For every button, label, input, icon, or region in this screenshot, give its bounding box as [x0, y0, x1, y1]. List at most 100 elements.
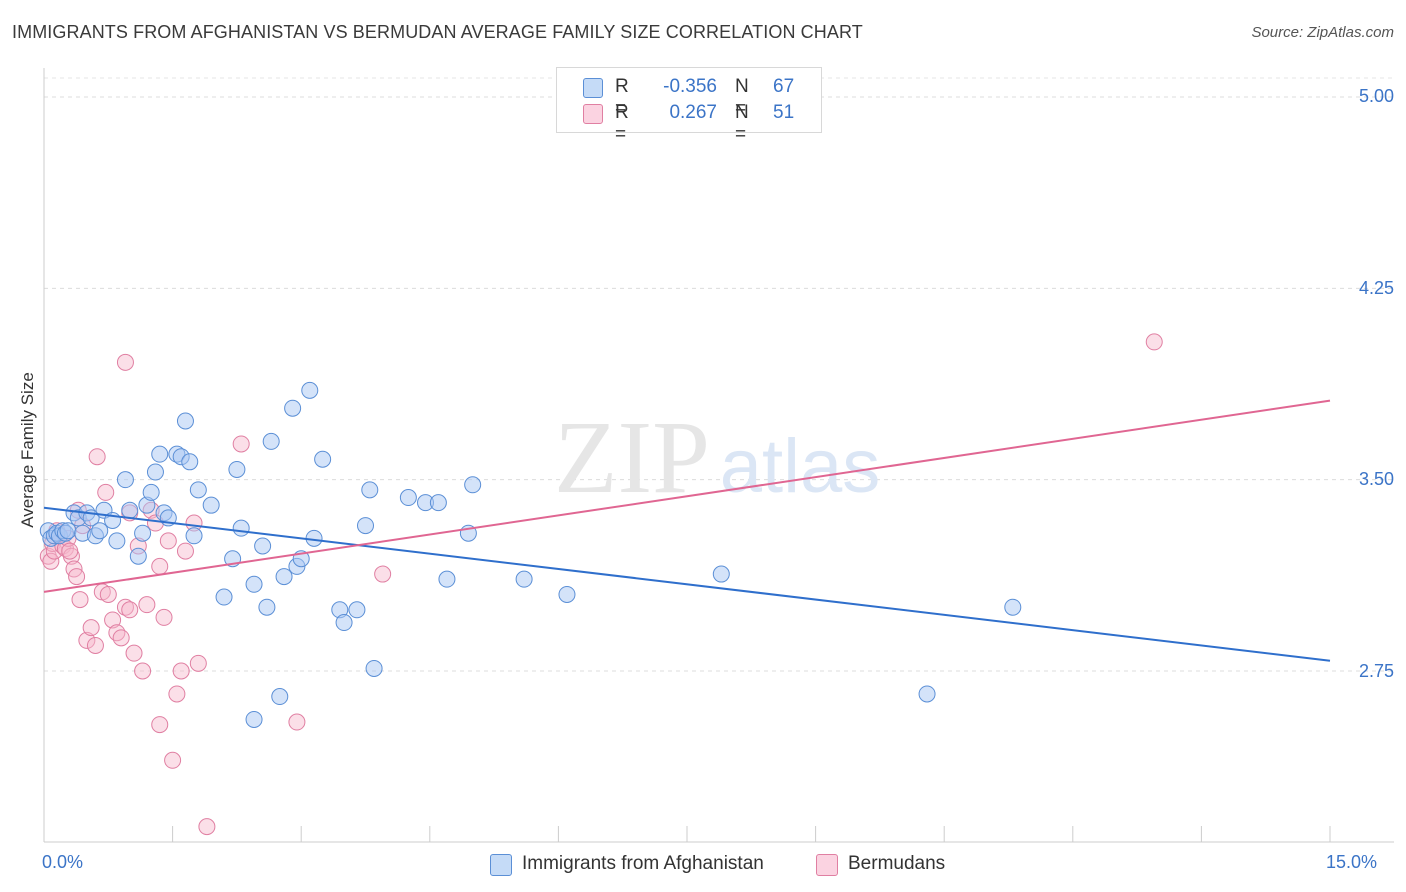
bermudans-point	[86, 636, 104, 654]
bottom-legend-label-bermudans: Bermudans	[848, 853, 946, 874]
legend-r-label: R =	[615, 76, 629, 119]
watermark-atlas: atlas	[720, 424, 881, 509]
bermudans-point	[71, 591, 89, 609]
bermudans-point	[151, 716, 169, 734]
bermudans-point	[61, 542, 79, 560]
bermudans-point	[125, 644, 143, 662]
afghanistan-point	[558, 585, 576, 603]
afghanistan-point	[335, 614, 353, 632]
afghanistan-point	[918, 685, 936, 703]
afghanistan-point	[91, 522, 109, 540]
axes	[43, 68, 1394, 843]
afghanistan-point	[181, 453, 199, 471]
afghanistan-point	[176, 412, 194, 430]
afghanistan-points	[39, 381, 1022, 728]
afghanistan-point	[151, 445, 169, 463]
x-tick-label-min: 0.0%	[42, 852, 84, 872]
afghanistan-point	[284, 399, 302, 417]
legend-swatch-afghanistan	[583, 78, 603, 98]
afghanistan-point	[185, 527, 203, 545]
source-credit: Source: ZipAtlas.com	[1251, 24, 1394, 41]
afghanistan-point	[399, 489, 417, 507]
afghanistan-point	[189, 481, 207, 499]
afghanistan-point	[361, 481, 379, 499]
bermudans-point	[138, 596, 156, 614]
bermudans-point	[172, 662, 190, 680]
bermudans-point	[232, 435, 250, 453]
bermudans-point	[159, 532, 177, 550]
afghanistan-point	[357, 517, 374, 535]
y-tick-label-3-50: 3.50	[1358, 469, 1394, 489]
bermudans-point	[176, 542, 194, 560]
legend-r-label: R =	[615, 102, 629, 145]
y-tick-label-5-00: 5.00	[1358, 86, 1394, 106]
afghanistan-point	[121, 501, 139, 519]
legend-r-value: -0.356	[663, 76, 717, 97]
afghanistan-point	[271, 688, 289, 706]
afghanistan-point	[245, 710, 263, 728]
afghanistan-point	[301, 381, 319, 399]
afghanistan-point	[515, 570, 533, 588]
bermudans-point	[104, 611, 122, 629]
correlation-legend: R = -0.356 N = 67 R = 0.267 N = 51	[556, 67, 822, 145]
legend-n-label: N =	[735, 102, 749, 145]
afghanistan-point	[245, 575, 263, 593]
legend-r-value: 0.267	[669, 102, 717, 123]
bermudans-point	[99, 585, 117, 603]
bermudans-point	[82, 619, 100, 637]
trend-lines	[43, 399, 1331, 662]
bermudans-point	[288, 713, 306, 731]
bermudans-point	[155, 608, 173, 626]
bermudans-point	[68, 568, 86, 586]
afghanistan-point	[712, 565, 730, 583]
afghanistan-point	[116, 471, 134, 489]
afghanistan-point	[262, 432, 280, 450]
bermudans-points	[39, 333, 1163, 836]
y-tick-label-2-75: 2.75	[1358, 661, 1394, 681]
bermudans-point	[116, 353, 134, 371]
bermudans-point	[78, 631, 96, 649]
legend-n-value: 51	[773, 102, 795, 123]
bermudans-point	[134, 662, 152, 680]
afghanistan-point	[348, 601, 366, 619]
afghanistan-point	[108, 532, 126, 550]
bermudans-point	[374, 565, 392, 583]
bermudans-trend-line	[43, 399, 1331, 593]
bermudans-point	[121, 601, 139, 619]
afghanistan-trend-line	[43, 506, 1331, 662]
bermudans-point	[112, 629, 130, 647]
afghanistan-point	[314, 450, 332, 468]
legend-n-label: N =	[735, 76, 749, 119]
afghanistan-point	[429, 494, 447, 512]
x-tick-label-max: 15.0%	[1326, 852, 1378, 872]
afghanistan-point	[438, 570, 456, 588]
afghanistan-point	[134, 524, 152, 542]
bottom-legend-swatch-bermudans	[816, 854, 838, 876]
bottom-legend-label-afghanistan: Immigrants from Afghanistan	[522, 853, 764, 874]
bermudans-point	[1145, 333, 1163, 351]
legend-swatch-bermudans	[583, 104, 603, 124]
afghanistan-point	[146, 463, 164, 481]
afghanistan-point	[464, 476, 482, 494]
afghanistan-point	[275, 568, 293, 586]
y-tick-label-4-25: 4.25	[1358, 278, 1394, 298]
afghanistan-point	[59, 522, 77, 540]
bermudans-point	[189, 654, 207, 672]
afghanistan-point	[142, 483, 160, 501]
bottom-legend-swatch-afghanistan	[490, 854, 512, 876]
watermark-zip: ZIP	[554, 400, 710, 515]
bermudans-point	[164, 751, 182, 769]
bermudans-point	[97, 483, 115, 501]
afghanistan-point	[215, 588, 233, 606]
bermudans-point	[151, 557, 169, 575]
afghanistan-point	[365, 659, 383, 677]
afghanistan-point	[254, 537, 272, 555]
bermudans-point	[88, 448, 106, 466]
afghanistan-point	[258, 598, 276, 616]
afghanistan-point	[1004, 598, 1022, 616]
bermudans-point	[198, 818, 216, 836]
afghanistan-point	[129, 547, 147, 565]
afghanistan-point	[228, 460, 246, 478]
legend-n-value: 67	[773, 76, 795, 97]
